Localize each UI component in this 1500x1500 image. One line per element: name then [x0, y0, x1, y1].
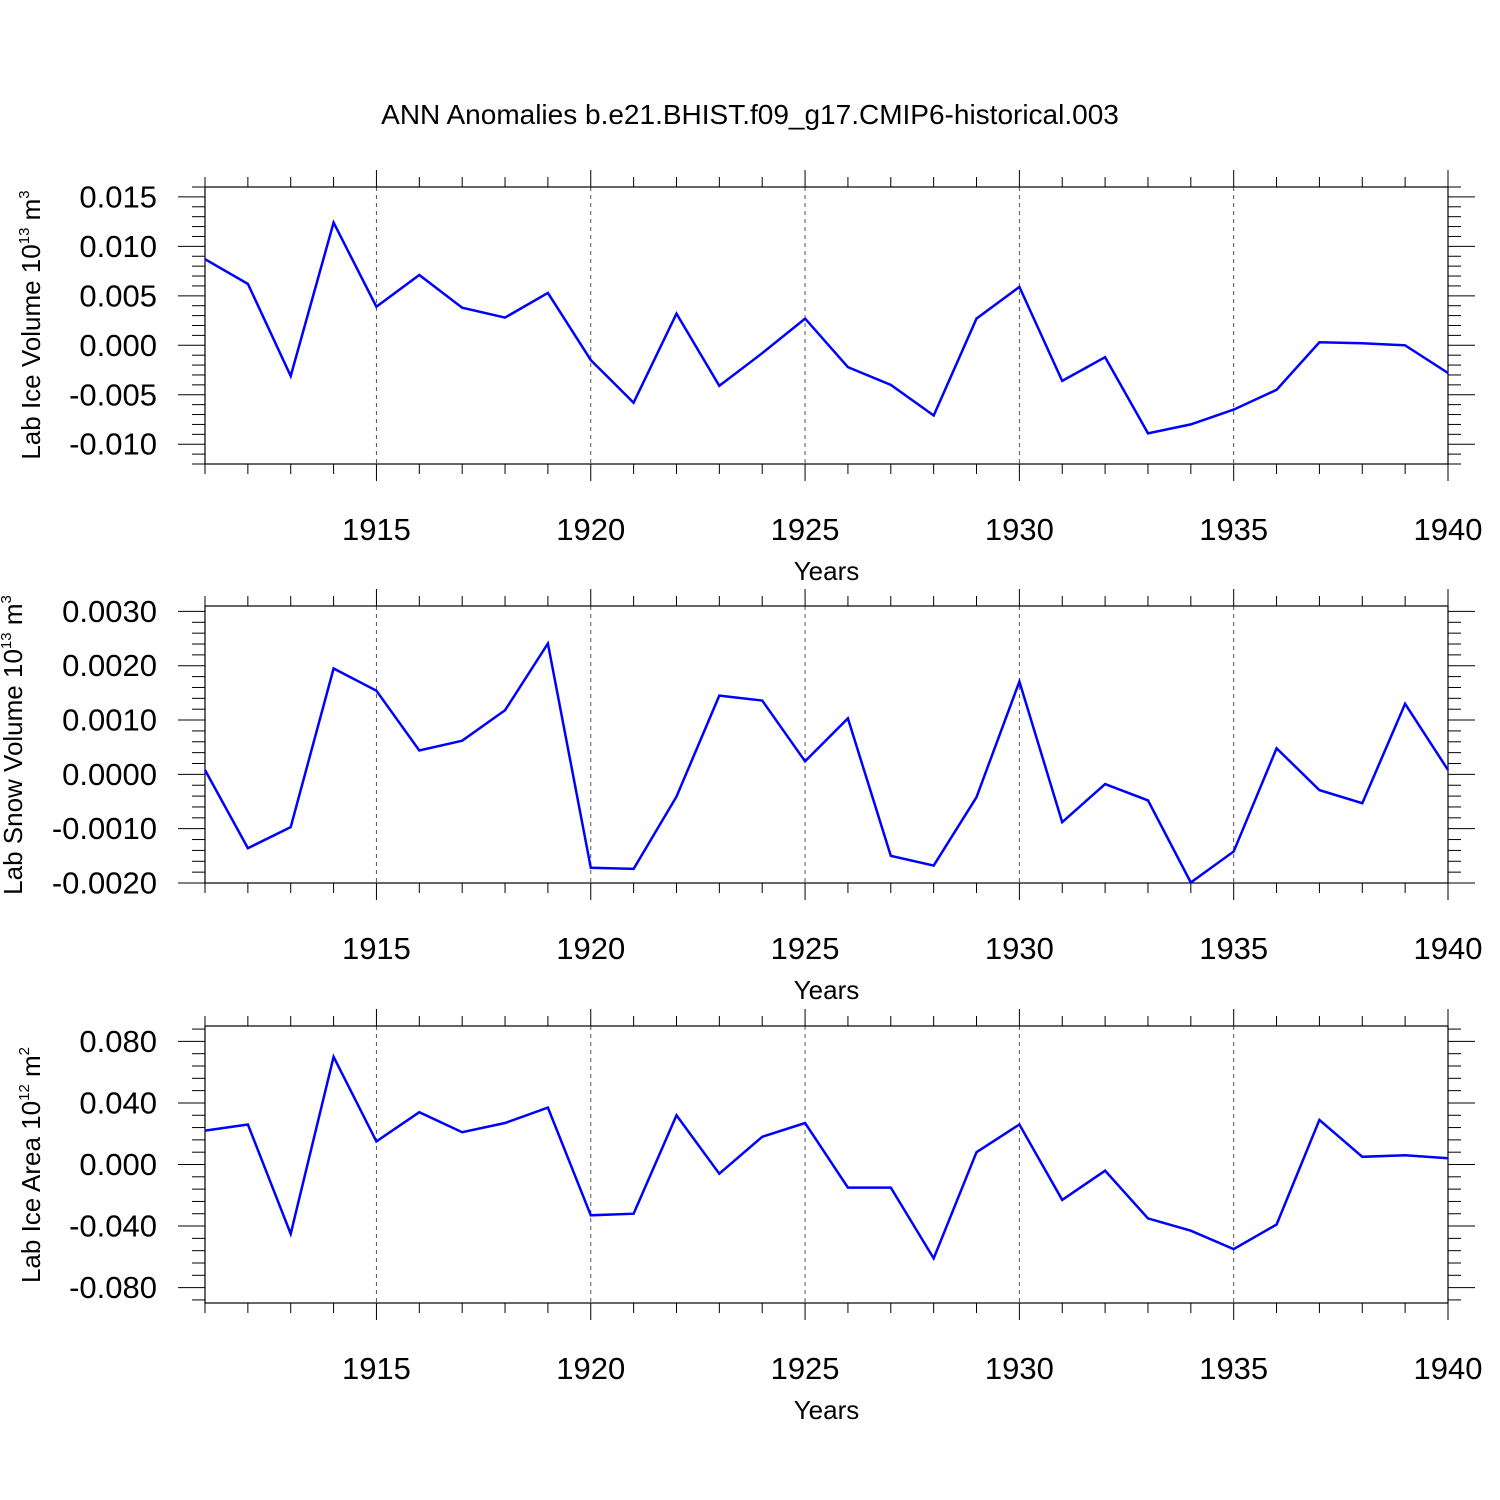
x-tick-label: 1935 — [1199, 512, 1268, 547]
x-axis-label: Years — [794, 1395, 860, 1425]
chart-panel-3: 0.080 0.040 0.000 -0.040 -0.080 1915 1920 1925 1… — [16, 1009, 1482, 1425]
x-tick-label: 1940 — [1414, 931, 1483, 966]
y-tick-label: 0.080 — [79, 1024, 157, 1059]
y-tick-label: 0.0010 — [62, 703, 157, 738]
y-axis-label-main: Lab Ice Volume 10 — [16, 244, 46, 459]
x-tick-label: 1935 — [1199, 1351, 1268, 1386]
y-axis-label: Lab Ice Area 1012 m2 — [16, 1047, 46, 1283]
plot-frame — [204, 186, 1449, 465]
y-axis-label-exponent: 13 — [16, 228, 33, 245]
x-tick-label: 1935 — [1199, 931, 1268, 966]
x-tick-label: 1930 — [985, 512, 1054, 547]
x-tick-label: 1920 — [556, 931, 625, 966]
y-tick-label: 0.015 — [79, 179, 157, 214]
y-axis-label-unit: m — [0, 604, 28, 633]
y-axis-label-unit: m — [16, 1055, 46, 1084]
y-tick-label: -0.0020 — [52, 866, 157, 901]
y-tick-label: -0.0010 — [52, 811, 157, 846]
x-tick-label: 1930 — [985, 931, 1054, 966]
y-axis-label: Lab Ice Volume 1013 m3 — [16, 190, 46, 459]
y-axis-label-exponent: 12 — [16, 1084, 33, 1101]
y-tick-label: 0.010 — [79, 229, 157, 264]
series-line-1 — [203, 640, 1450, 885]
y-tick-label: 0.0000 — [62, 757, 157, 792]
y-tick-label: 0.005 — [79, 278, 157, 313]
chart-panel-2: 0.0030 0.0020 0.0010 0.0000 -0.0010 -0.0020 19… — [0, 589, 1482, 1005]
y-axis-label: Lab Snow Volume 1013 m3 — [0, 595, 28, 895]
y-tick-label: -0.005 — [69, 377, 157, 412]
series-line-1 — [204, 1053, 1449, 1262]
y-tick-label: -0.080 — [69, 1270, 157, 1305]
plot-frame — [204, 1025, 1449, 1304]
x-tick-label: 1940 — [1414, 1351, 1483, 1386]
x-tick-label: 1915 — [342, 1351, 411, 1386]
x-tick-label: 1915 — [342, 931, 411, 966]
y-tick-label: 0.0020 — [62, 648, 157, 683]
y-tick-label: 0.040 — [79, 1085, 157, 1120]
chart-panels: 0.015 0.010 0.005 0.000 -0.005 -0.010 1915 1920… — [0, 170, 1482, 1425]
y-tick-label: 0.0030 — [62, 594, 157, 629]
x-tick-label: 1930 — [985, 1351, 1054, 1386]
chart-title: ANN Anomalies b.e21.BHIST.f09_g17.CMIP6-… — [381, 99, 1119, 130]
x-tick-label: 1925 — [771, 1351, 840, 1386]
y-tick-label: -0.040 — [69, 1209, 157, 1244]
x-tick-label: 1940 — [1414, 512, 1483, 547]
x-tick-label: 1915 — [342, 512, 411, 547]
y-axis-label-exponent: 13 — [0, 632, 15, 649]
x-tick-label: 1925 — [771, 931, 840, 966]
y-axis-label-main: Lab Ice Area 10 — [16, 1101, 46, 1283]
y-axis-label-unit: m — [16, 199, 46, 228]
x-tick-label: 1920 — [556, 1351, 625, 1386]
y-axis-label-unit-exponent: 3 — [16, 190, 33, 198]
x-axis-label: Years — [794, 556, 860, 586]
y-tick-label: 0.000 — [79, 328, 157, 363]
y-axis-label-main: Lab Snow Volume 10 — [0, 649, 28, 895]
plot-frame — [204, 605, 1449, 884]
y-axis-label-unit-exponent: 2 — [16, 1047, 33, 1055]
series-line-1 — [204, 219, 1449, 435]
y-tick-label: 0.000 — [79, 1147, 157, 1182]
x-axis-label: Years — [794, 975, 860, 1005]
x-tick-label: 1925 — [771, 512, 840, 547]
x-tick-label: 1920 — [556, 512, 625, 547]
y-axis-label-unit-exponent: 3 — [0, 595, 15, 603]
chart-panel-1: 0.015 0.010 0.005 0.000 -0.005 -0.010 1915 1920… — [16, 170, 1482, 586]
y-tick-label: -0.010 — [69, 427, 157, 462]
